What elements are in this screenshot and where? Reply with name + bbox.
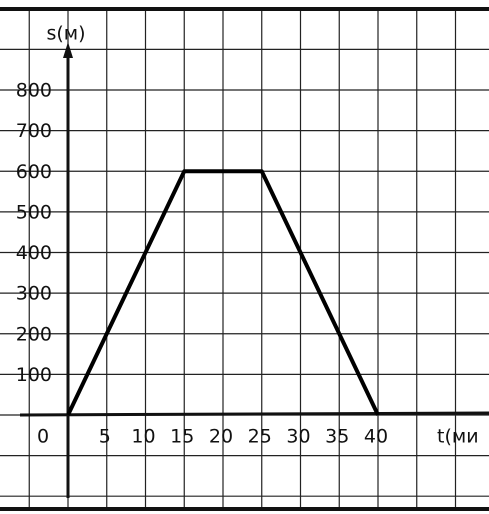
- x-axis: [19, 411, 489, 417]
- y-tick-label: 400: [16, 242, 52, 264]
- x-tick-label: 25: [248, 426, 272, 448]
- x-tick-label: 40: [364, 426, 388, 448]
- y-tick-label: 600: [16, 161, 52, 183]
- x-tick-label: 30: [286, 426, 310, 448]
- y-axis-label: s(м): [46, 23, 85, 45]
- data-line: [66, 169, 380, 416]
- x-tick-label: 10: [131, 426, 155, 448]
- y-tick-label: 800: [16, 80, 52, 102]
- x-tick-label: 0: [37, 426, 49, 448]
- y-tick-label: 700: [16, 120, 52, 142]
- graph-paper: [0, 9, 489, 509]
- x-tick-label: 5: [99, 426, 111, 448]
- x-axis-label: t(ми: [437, 426, 479, 448]
- y-axis-arrow: [63, 42, 73, 58]
- x-tick-label: 15: [170, 426, 194, 448]
- y-tick-label: 500: [16, 201, 52, 223]
- x-tick-label: 35: [325, 426, 349, 448]
- y-tick-label: 300: [16, 283, 52, 305]
- x-tick-label: 20: [209, 426, 233, 448]
- y-tick-label: 100: [16, 364, 52, 386]
- y-tick-label: 200: [16, 323, 52, 345]
